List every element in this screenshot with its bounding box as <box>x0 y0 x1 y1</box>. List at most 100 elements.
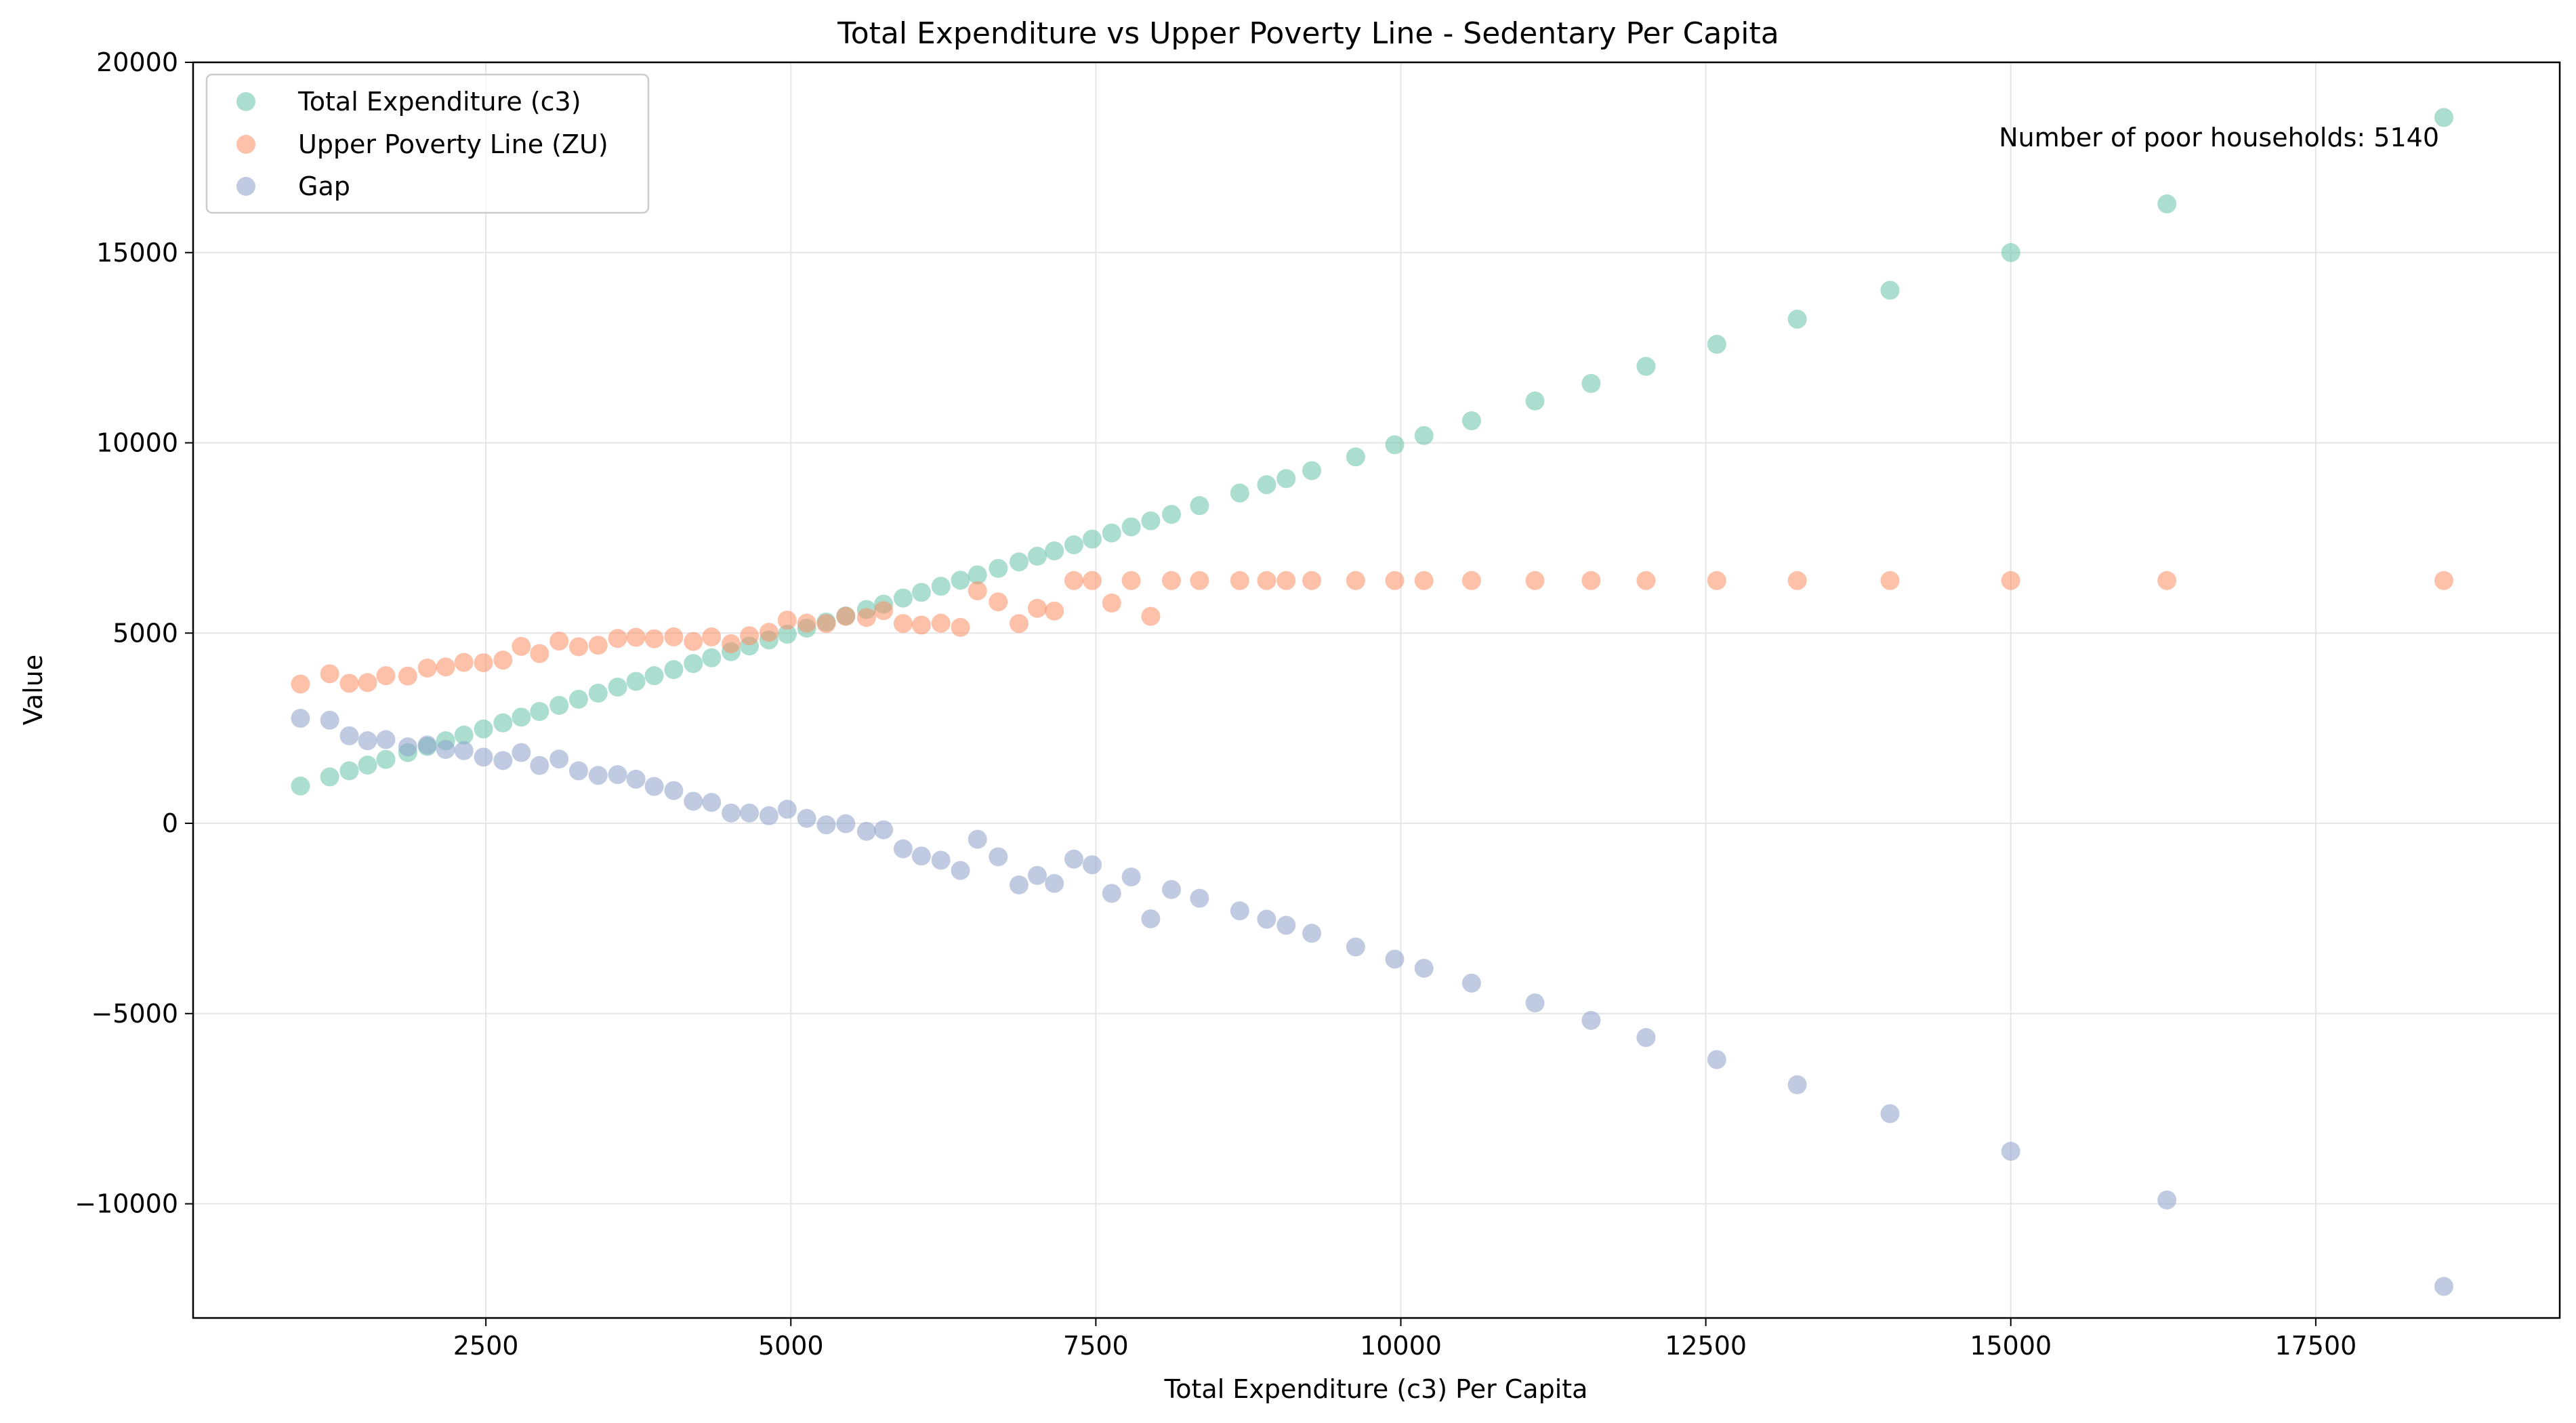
total-expenditure-point <box>1045 541 1064 560</box>
poverty-line-point <box>931 613 951 633</box>
total-expenditure-point <box>474 719 493 739</box>
gap-point <box>1045 873 1064 893</box>
gap-point <box>1121 867 1141 887</box>
total-expenditure-point <box>376 749 396 769</box>
gap-point <box>759 806 778 825</box>
chart-title: Total Expenditure vs Upper Poverty Line … <box>837 16 1779 51</box>
total-expenditure-point <box>968 565 987 585</box>
gap-point <box>626 769 646 789</box>
x-tick-label: 17500 <box>2274 1331 2356 1361</box>
poverty-line-point <box>588 636 608 655</box>
gap-point <box>816 815 836 835</box>
poverty-line-point <box>1385 571 1405 590</box>
gap-point <box>1302 924 1322 943</box>
total-expenditure-point <box>1581 373 1601 393</box>
total-expenditure-point <box>1190 496 1209 516</box>
poverty-line-point <box>644 629 664 648</box>
poverty-line-point <box>1276 571 1296 590</box>
poverty-line-point <box>2157 571 2177 590</box>
gap-point <box>1257 909 1276 929</box>
poverty-line-point <box>1525 571 1545 590</box>
gap-point <box>436 740 455 760</box>
gap-point <box>836 814 856 833</box>
poverty-line-point <box>1027 598 1047 618</box>
gap-point <box>474 747 493 767</box>
y-tick-label: 15000 <box>96 238 178 268</box>
poverty-line-point <box>911 615 931 635</box>
legend-label-poverty-line: Upper Poverty Line (ZU) <box>298 129 608 159</box>
poverty-line-point <box>1257 571 1276 590</box>
poverty-line-point <box>1880 571 1900 590</box>
poverty-line-point <box>1346 571 1365 590</box>
poverty-line-point <box>1102 593 1121 613</box>
poverty-line-point <box>1581 571 1601 590</box>
gap-point <box>968 829 987 849</box>
total-expenditure-point <box>1276 469 1296 489</box>
total-expenditure-point <box>1302 461 1322 480</box>
gap-point <box>1102 884 1121 903</box>
total-expenditure-point <box>530 701 549 721</box>
gap-point <box>1162 880 1182 899</box>
gap-point <box>740 803 760 823</box>
poverty-line-point <box>816 614 836 634</box>
total-expenditure-point <box>2157 194 2177 213</box>
legend-label-total-expenditure: Total Expenditure (c3) <box>297 87 581 117</box>
poverty-line-point <box>1190 571 1209 590</box>
gap-point <box>1027 865 1047 885</box>
x-tick-label: 10000 <box>1360 1331 1442 1361</box>
y-tick-label: −5000 <box>91 999 178 1029</box>
poverty-line-point <box>684 632 703 651</box>
poverty-line-point <box>836 606 856 626</box>
poverty-line-point <box>1064 571 1083 590</box>
poverty-line-point <box>702 627 722 646</box>
gap-point <box>376 730 396 749</box>
total-expenditure-point <box>1064 535 1083 555</box>
total-expenditure-point <box>1121 517 1141 537</box>
gap-point <box>777 800 797 819</box>
total-expenditure-point <box>1385 435 1405 455</box>
x-tick-label: 2500 <box>453 1331 519 1361</box>
gap-point <box>1880 1104 1900 1123</box>
gap-point <box>549 749 569 769</box>
total-expenditure-point <box>1230 483 1249 503</box>
total-expenditure-point <box>664 660 684 680</box>
gap-point <box>1082 855 1102 875</box>
total-expenditure-point <box>1880 281 1900 300</box>
gap-point <box>512 743 531 762</box>
x-tick-label: 15000 <box>1970 1331 2052 1361</box>
gap-point <box>339 726 359 745</box>
gap-point <box>1525 993 1545 1013</box>
poverty-line-point <box>893 614 913 634</box>
poverty-line-point <box>797 613 816 633</box>
poverty-line-point <box>512 636 531 656</box>
total-expenditure-point <box>549 695 569 715</box>
gap-point <box>644 777 664 796</box>
poverty-line-point <box>1230 571 1249 590</box>
total-expenditure-point <box>1525 391 1545 411</box>
poverty-line-point <box>989 592 1008 612</box>
gap-point <box>1787 1075 1807 1094</box>
poverty-line-point <box>474 653 493 673</box>
legend-marker-gap <box>236 177 255 196</box>
poverty-line-point <box>493 651 513 670</box>
gap-point <box>493 751 513 770</box>
gap-point <box>989 847 1008 867</box>
gap-point <box>874 820 894 840</box>
gap-point <box>358 731 377 751</box>
data-points <box>291 108 2453 1296</box>
total-expenditure-point <box>893 588 913 608</box>
total-expenditure-point <box>588 683 608 703</box>
gap-point <box>1009 875 1029 894</box>
gap-point <box>797 808 816 828</box>
poverty-line-point <box>722 634 741 653</box>
poverty-line-point <box>454 653 474 672</box>
gap-point <box>1636 1028 1656 1048</box>
poverty-line-point <box>2434 571 2453 590</box>
poverty-line-point <box>1787 571 1807 590</box>
total-expenditure-point <box>1141 511 1161 531</box>
poverty-line-point <box>1707 571 1726 590</box>
total-expenditure-point <box>339 761 359 781</box>
total-expenditure-point <box>2434 108 2453 127</box>
